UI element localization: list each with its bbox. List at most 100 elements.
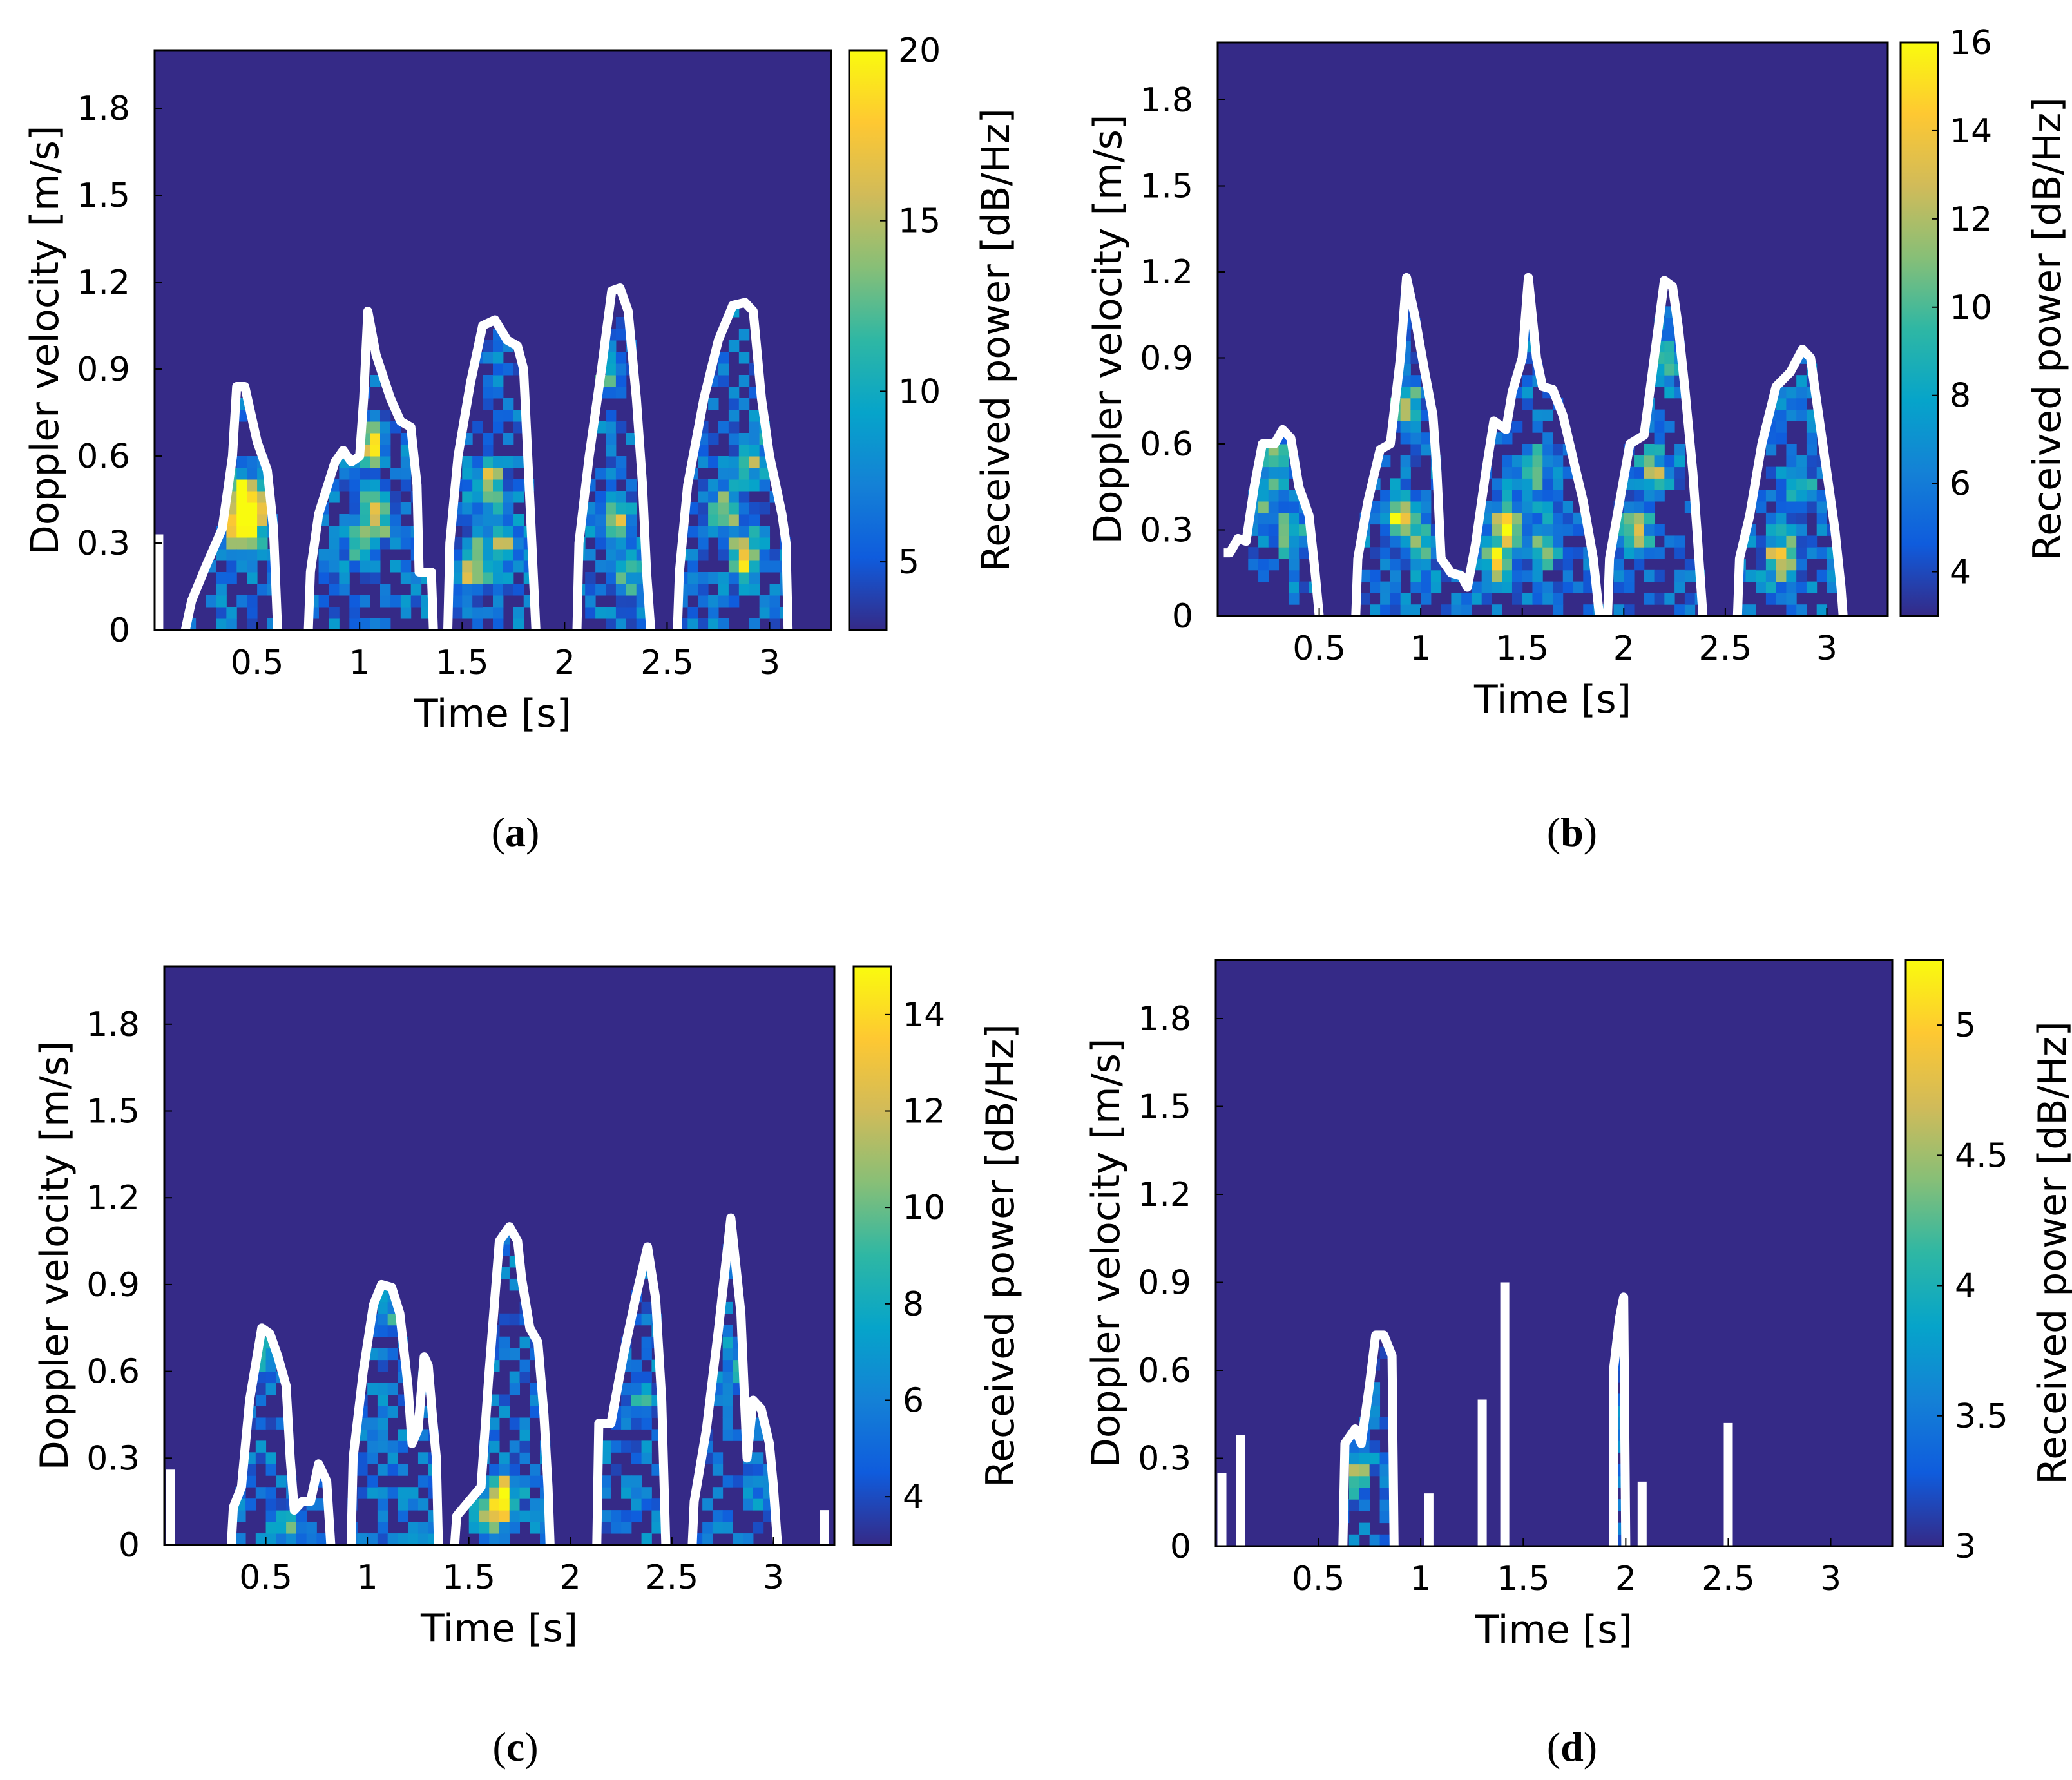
heatmap-cell: [733, 1533, 743, 1546]
heatmap-cell: [1532, 455, 1543, 468]
heatmap-cell: [247, 607, 258, 619]
heatmap-cell: [1765, 524, 1777, 536]
heatmap-cell: [1421, 559, 1432, 571]
heatmap-cell: [462, 584, 473, 596]
heatmap-cell: [698, 618, 709, 631]
heatmap-cell: [1553, 547, 1564, 559]
heatmap-cell: [611, 1522, 622, 1534]
heatmap-cell: [1674, 604, 1685, 617]
y-tick-label: 1.8: [1140, 81, 1193, 120]
envelope-contour: [1732, 345, 1848, 617]
heatmap-cell: [1796, 387, 1807, 399]
heatmap-cell: [1400, 559, 1411, 571]
heatmap-cell: [753, 1498, 764, 1511]
heatmap-cell: [1379, 1475, 1390, 1488]
heatmap-cell: [708, 398, 719, 410]
heatmap-cell: [738, 352, 750, 364]
heatmap-cell: [499, 1267, 510, 1279]
heatmap-cell: [1400, 512, 1411, 525]
heatmap-cell: [626, 549, 637, 561]
heatmap-cell: [329, 491, 340, 503]
heatmap-cell: [1268, 512, 1280, 525]
heatmap-cell: [472, 514, 483, 526]
heatmap-cell: [380, 618, 391, 631]
heatmap-cell: [499, 1498, 510, 1511]
heatmap-cell: [503, 433, 514, 445]
heatmap-cell: [698, 595, 709, 608]
heatmap-cell: [247, 479, 258, 492]
heatmap-cell: [1644, 512, 1655, 525]
heatmap-cell: [585, 595, 596, 608]
heatmap-cell: [1502, 478, 1513, 490]
heatmap-cell: [377, 1394, 388, 1406]
heatmap-cell: [226, 514, 237, 526]
heatmap-cell: [1562, 524, 1574, 536]
heatmap-cell: [462, 595, 473, 608]
heatmap-cell: [722, 1348, 733, 1361]
heatmap-cell: [339, 468, 350, 480]
heatmap-cell: [417, 1475, 429, 1488]
heatmap-cell: [370, 433, 381, 445]
heatmap-cell: [606, 607, 617, 619]
heatmap-cell: [631, 1406, 642, 1418]
heatmap-cell: [1278, 535, 1289, 548]
heatmap-cell: [1613, 559, 1624, 571]
heatmap-cell: [621, 1487, 632, 1499]
heatmap-cell: [503, 572, 514, 584]
heatmap-cell: [738, 549, 750, 561]
heatmap-cell: [1410, 501, 1421, 513]
heatmap-cell: [1502, 466, 1513, 479]
heatmap-cell: [1359, 1452, 1370, 1465]
heatmap-cell: [1289, 512, 1300, 525]
heatmap-cell: [499, 1406, 510, 1418]
heatmap-cell: [1359, 1464, 1370, 1477]
heatmap-cell: [410, 595, 422, 608]
x-tick-label: 1: [357, 1558, 378, 1597]
heatmap-cell: [1400, 535, 1411, 548]
heatmap-cell: [728, 514, 740, 526]
heatmap-cell: [390, 468, 401, 480]
heatmap-cell: [718, 456, 729, 468]
heatmap-cell: [1390, 593, 1401, 605]
heatmap-cell: [631, 1359, 642, 1372]
heatmap-cell: [400, 572, 412, 584]
heatmap-cell: [1765, 490, 1777, 502]
heatmap-cell: [585, 607, 596, 619]
heatmap-cell: [1278, 512, 1289, 525]
heatmap-cell: [1684, 569, 1696, 582]
heatmap-cell: [329, 549, 340, 561]
heatmap-cell: [1511, 466, 1523, 479]
heatmap-cell: [1806, 547, 1818, 559]
heatmap-cell: [708, 607, 719, 619]
heatmap-cell: [722, 1383, 733, 1395]
heatmap-cell: [641, 1498, 652, 1511]
heatmap-cell: [349, 549, 360, 561]
heatmap-cell: [1542, 466, 1553, 479]
heatmap-cell: [1410, 535, 1421, 548]
heatmap-cell: [1624, 512, 1635, 525]
x-tick-label: 3: [763, 1558, 784, 1597]
heatmap-cell: [1268, 501, 1280, 513]
heatmap-cell: [636, 607, 648, 619]
heatmap-cell: [509, 1371, 521, 1384]
heatmap-cell: [1522, 501, 1533, 513]
heatmap-cell: [357, 1452, 368, 1464]
heatmap-cell: [1359, 569, 1370, 582]
heatmap-cell: [483, 549, 494, 561]
x-tick-label: 2.5: [1699, 629, 1752, 668]
heatmap-cell: [611, 1510, 622, 1522]
heatmap-cell: [513, 479, 524, 492]
heatmap-cell: [483, 352, 494, 364]
heatmap-cell: [631, 1498, 642, 1511]
heatmap-cell: [708, 595, 719, 608]
heatmap-cell: [1624, 524, 1635, 536]
heatmap-cell: [462, 479, 473, 492]
heatmap-cell: [1370, 501, 1381, 513]
heatmap-cell: [1369, 1464, 1381, 1477]
heatmap-cell: [377, 1440, 388, 1453]
heatmap-cell: [753, 1522, 764, 1534]
heatmap-cell: [615, 537, 627, 550]
heatmap-cell: [1654, 524, 1665, 536]
heatmap-cell: [377, 1301, 388, 1314]
heatmap-cell: [1573, 581, 1584, 593]
